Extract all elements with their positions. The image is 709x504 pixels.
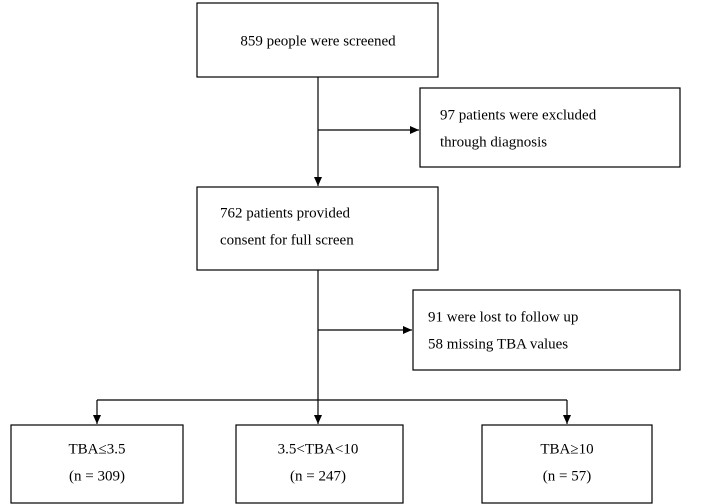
box [10,424,184,504]
box-text: (n = 57) [543,468,591,484]
box-text: 762 patients provided [220,205,350,221]
box-text: 91 were lost to follow up [428,309,578,325]
box-text: (n = 247) [290,468,346,484]
box-text: TBA≤3.5 [69,441,126,457]
box [412,289,681,371]
box-text: (n = 309) [69,468,125,484]
box [481,424,653,504]
box-text: 859 people were screened [240,33,396,49]
box [196,186,439,271]
box-text: 3.5<TBA<10 [278,441,359,457]
box [235,424,404,504]
box-text: 58 missing TBA values [428,336,568,352]
box [419,87,681,168]
box-text: consent for full screen [220,232,354,248]
box-text: 97 patients were excluded [440,107,597,123]
box-text: through diagnosis [440,134,547,150]
connectors [93,77,571,424]
box-text: TBA≥10 [540,441,593,457]
box [196,2,439,78]
